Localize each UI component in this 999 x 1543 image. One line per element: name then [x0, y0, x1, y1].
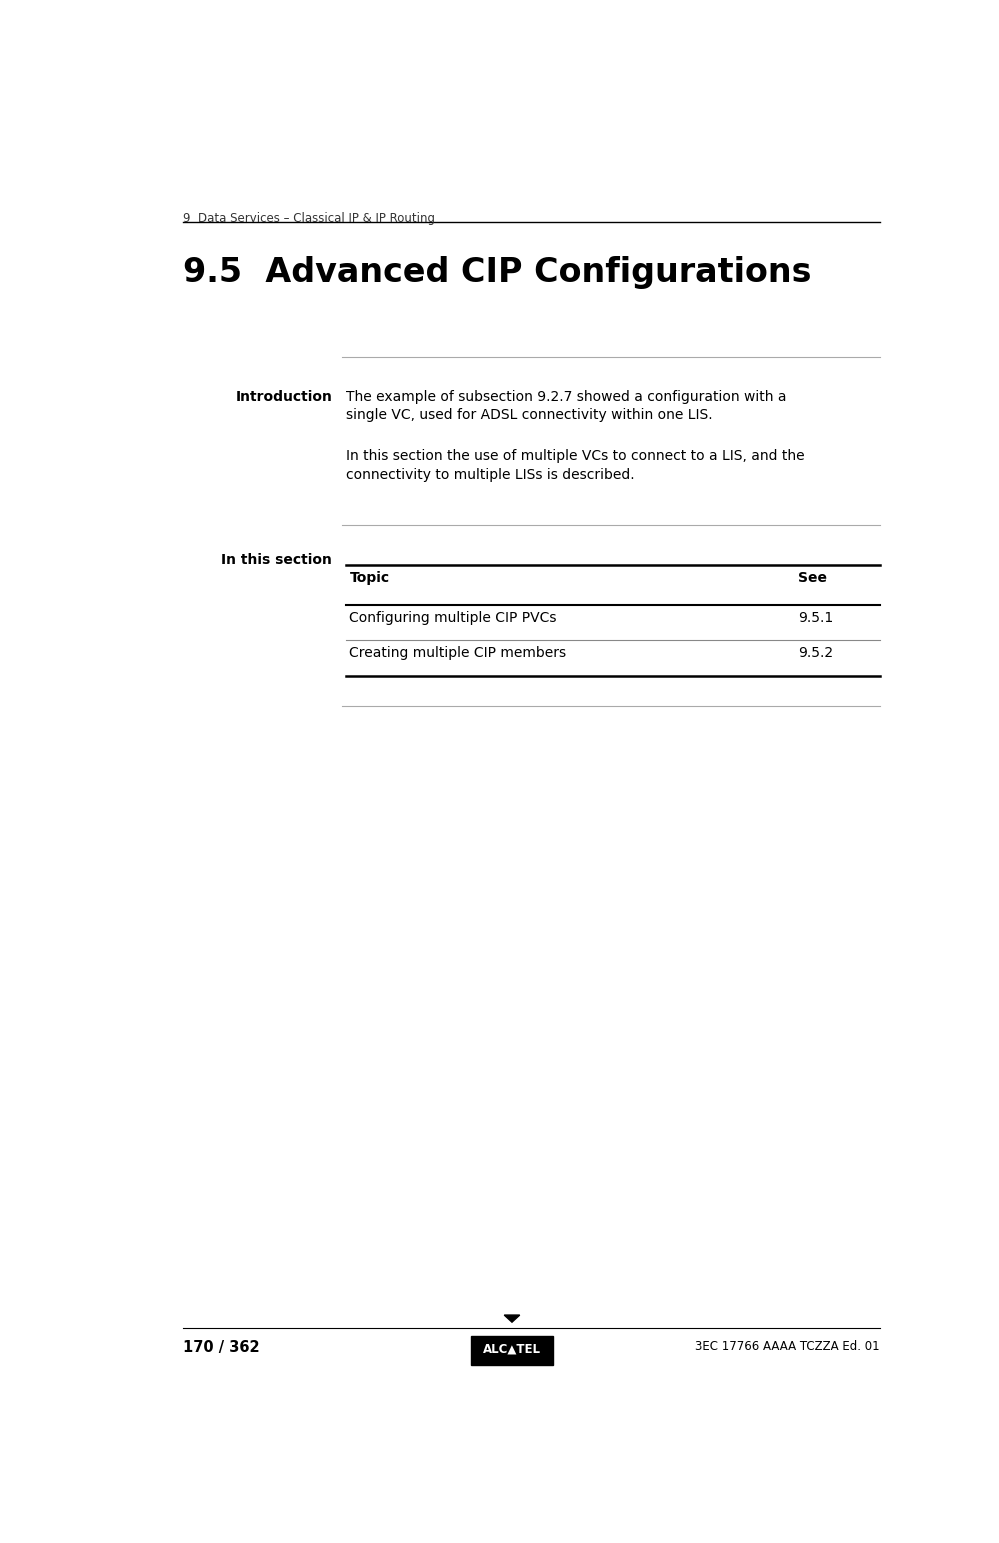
- FancyBboxPatch shape: [472, 1336, 552, 1366]
- Text: Creating multiple CIP members: Creating multiple CIP members: [350, 647, 566, 660]
- Text: 9.5  Advanced CIP Configurations: 9.5 Advanced CIP Configurations: [183, 256, 811, 290]
- Text: 9.5.2: 9.5.2: [798, 647, 833, 660]
- Text: ALC▲TEL: ALC▲TEL: [483, 1342, 541, 1356]
- Text: 170 / 362: 170 / 362: [183, 1339, 260, 1355]
- Polygon shape: [504, 1315, 519, 1322]
- Text: Configuring multiple CIP PVCs: Configuring multiple CIP PVCs: [350, 611, 556, 625]
- Text: In this section: In this section: [222, 554, 333, 568]
- Text: Topic: Topic: [350, 571, 390, 585]
- Text: 9.5.1: 9.5.1: [798, 611, 834, 625]
- Text: 3EC 17766 AAAA TCZZA Ed. 01: 3EC 17766 AAAA TCZZA Ed. 01: [695, 1339, 880, 1353]
- Text: Introduction: Introduction: [236, 389, 333, 404]
- Text: In this section the use of multiple VCs to connect to a LIS, and the
connectivit: In this section the use of multiple VCs …: [346, 449, 804, 481]
- Text: See: See: [798, 571, 827, 585]
- Text: 9  Data Services – Classical IP & IP Routing: 9 Data Services – Classical IP & IP Rout…: [183, 213, 435, 225]
- Text: The example of subsection 9.2.7 showed a configuration with a
single VC, used fo: The example of subsection 9.2.7 showed a…: [346, 389, 786, 423]
